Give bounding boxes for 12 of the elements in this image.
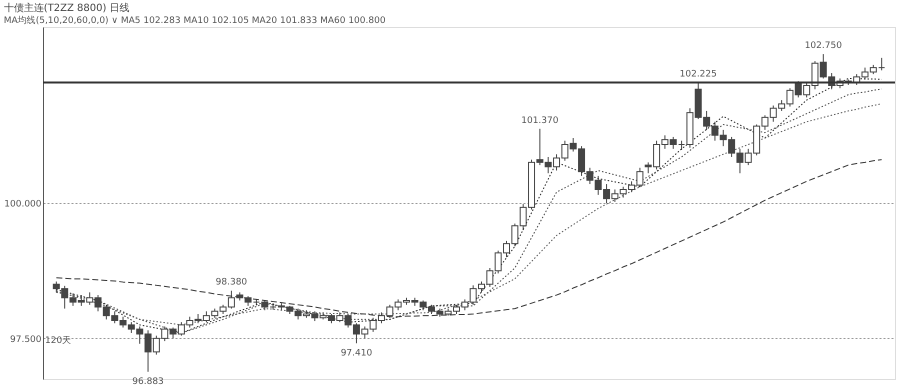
y-tick-label: 97.500 bbox=[10, 334, 42, 345]
annotation: 101.370 bbox=[521, 116, 559, 126]
annotation: 96.883 bbox=[132, 376, 164, 387]
annotation: 97.410 bbox=[340, 348, 372, 358]
chart-subtitle: MA均线(5,10,20,60,0,0) ∨ MA5 102.283 MA10 102.105 MA20 101.833 MA60 100.800 bbox=[4, 15, 386, 26]
annotation: 102.750 bbox=[804, 41, 842, 52]
annotation: 98.380 bbox=[216, 278, 248, 288]
annotation: 120天 bbox=[45, 335, 72, 346]
annotation: 102.225 bbox=[680, 70, 717, 80]
chart-title: 十债主连(T2ZZ 8800) 日线 bbox=[4, 2, 130, 14]
y-tick-label: 100.000 bbox=[4, 200, 42, 210]
candlestick bbox=[678, 140, 686, 150]
